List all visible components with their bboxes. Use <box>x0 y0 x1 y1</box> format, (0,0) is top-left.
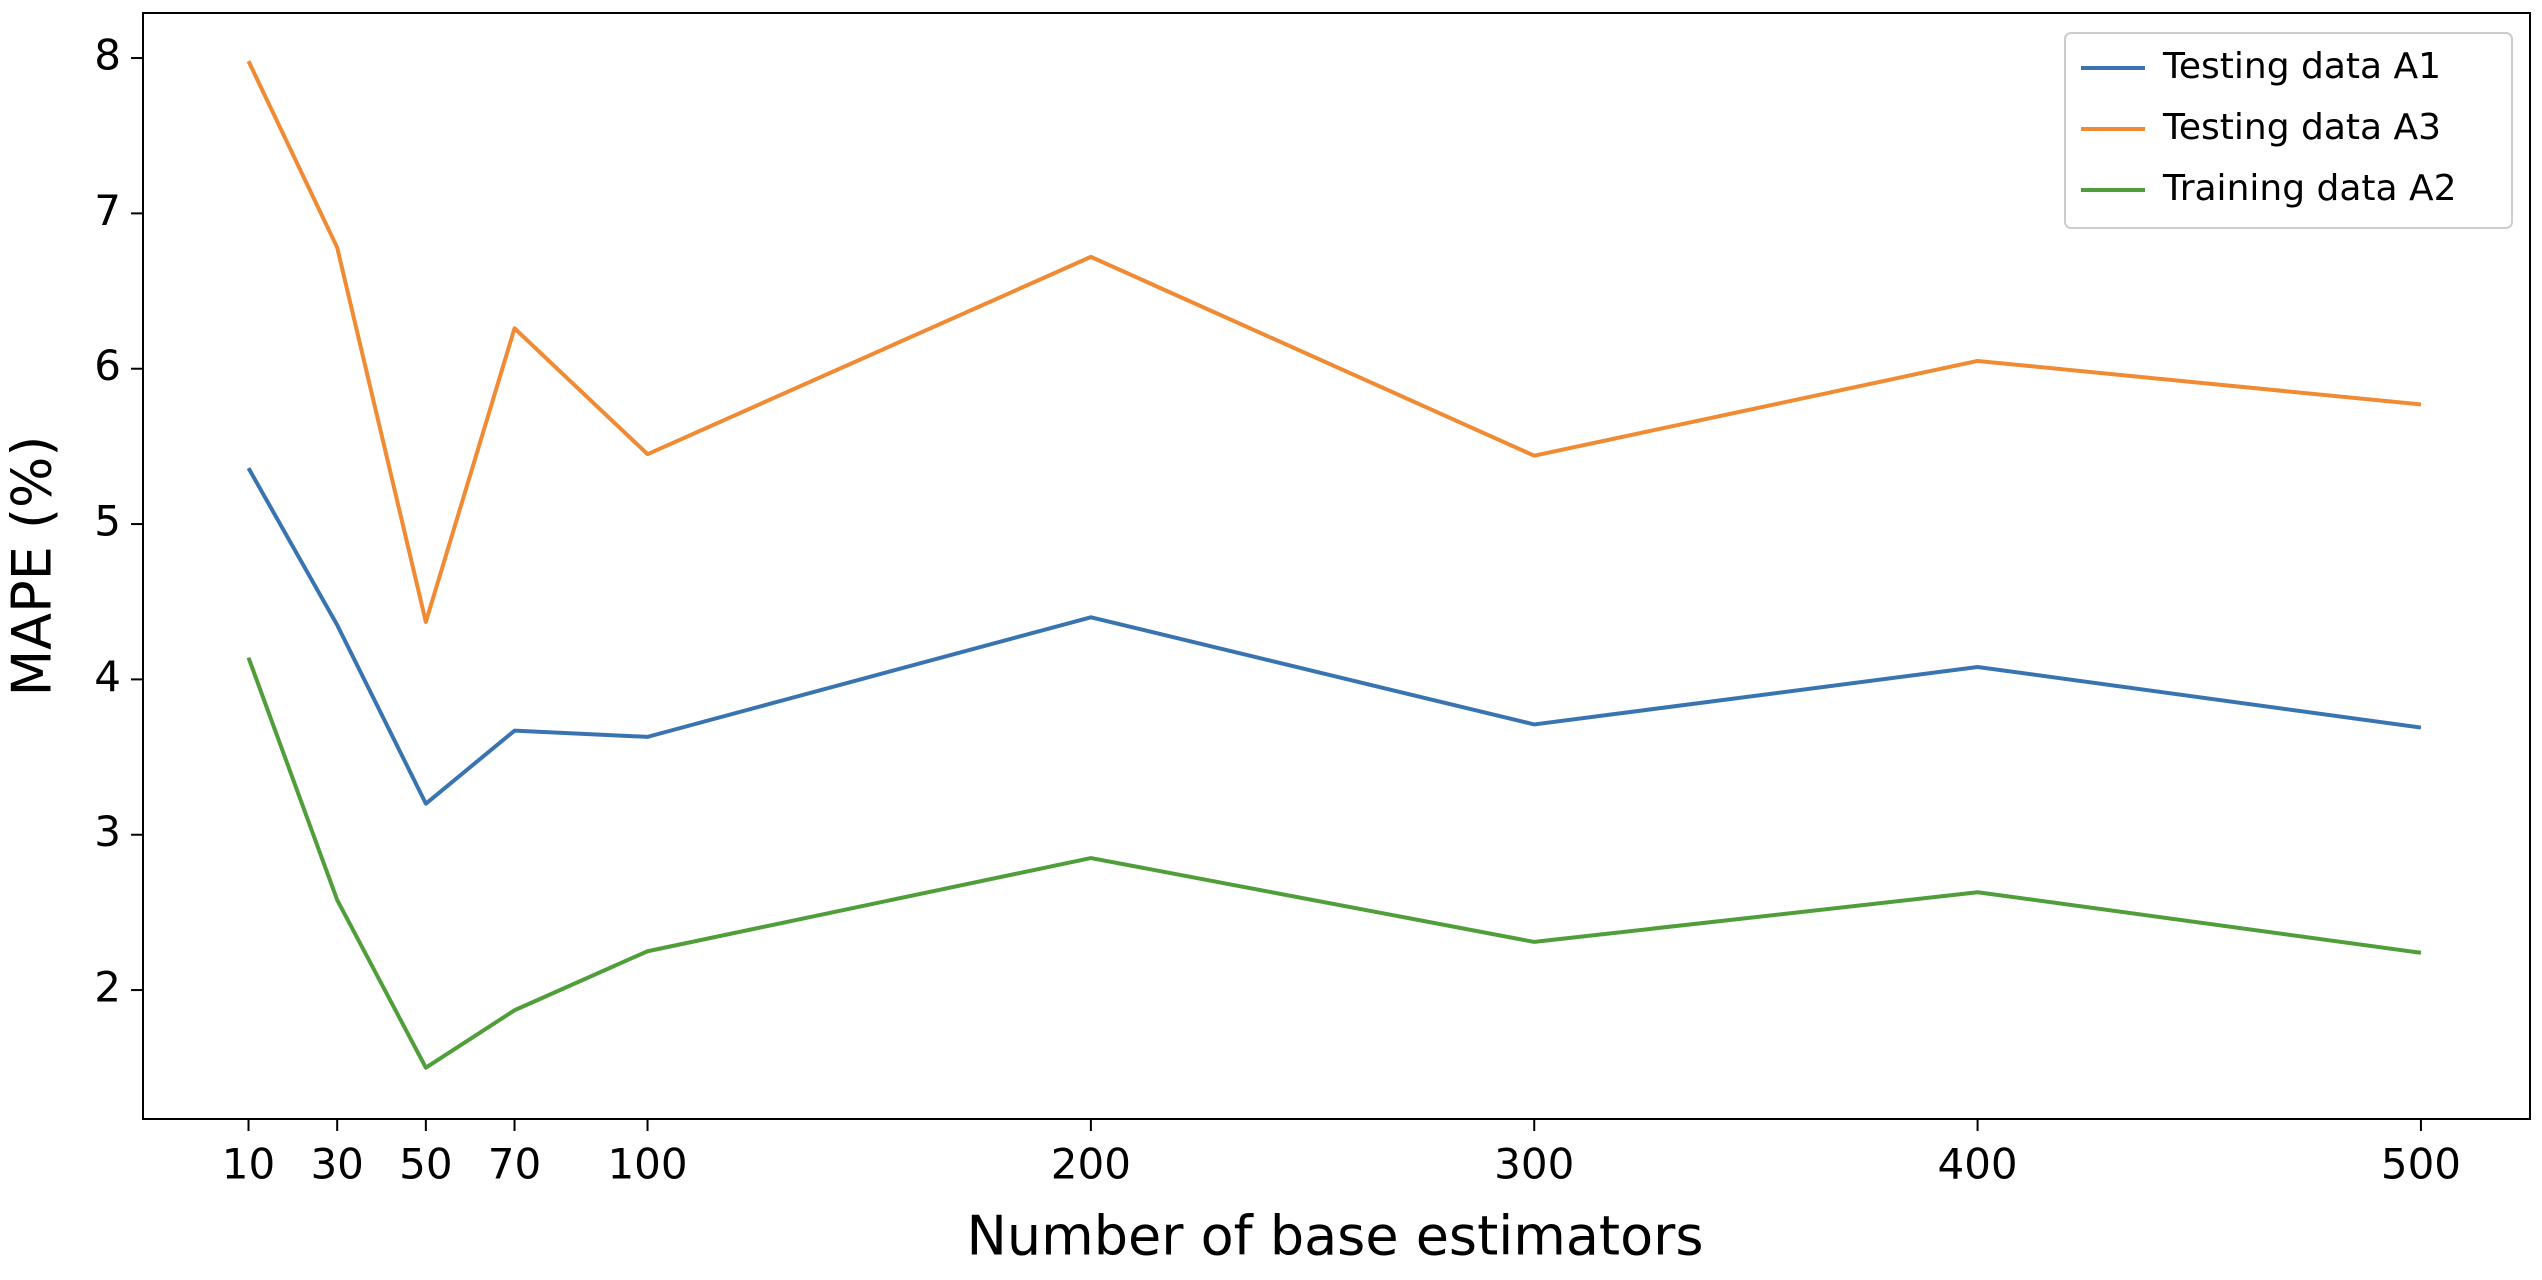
x-tick-label: 300 <box>1494 1140 1574 1189</box>
x-tick-label: 100 <box>607 1140 687 1189</box>
series-line <box>246 60 2422 624</box>
legend-label: Testing data A1 <box>2162 46 2441 87</box>
series-line <box>246 467 2422 806</box>
y-tick-label: 3 <box>94 807 121 856</box>
y-tick-label: 6 <box>94 341 121 390</box>
x-tick-label: 500 <box>2381 1140 2461 1189</box>
y-axis-label: MAPE (%) <box>1 436 64 697</box>
legend-label: Training data A2 <box>2162 168 2457 209</box>
x-tick-label: 400 <box>1937 1140 2017 1189</box>
x-tick-label: 10 <box>222 1140 275 1189</box>
legend-label: Testing data A3 <box>2162 107 2441 148</box>
x-tick-label: 70 <box>488 1140 541 1189</box>
x-tick-label: 30 <box>310 1140 363 1189</box>
y-tick-label: 4 <box>94 652 121 701</box>
x-tick-label: 200 <box>1051 1140 1131 1189</box>
x-tick-label: 50 <box>399 1140 452 1189</box>
series-line <box>246 656 2422 1070</box>
plot-frame <box>142 12 2531 1120</box>
y-tick-label: 5 <box>94 497 121 546</box>
legend-box <box>2064 32 2513 229</box>
y-tick-label: 2 <box>94 963 121 1012</box>
x-axis-label: Number of base estimators <box>967 1205 1704 1268</box>
y-tick-label: 8 <box>94 31 121 80</box>
y-tick-label: 7 <box>94 186 121 235</box>
